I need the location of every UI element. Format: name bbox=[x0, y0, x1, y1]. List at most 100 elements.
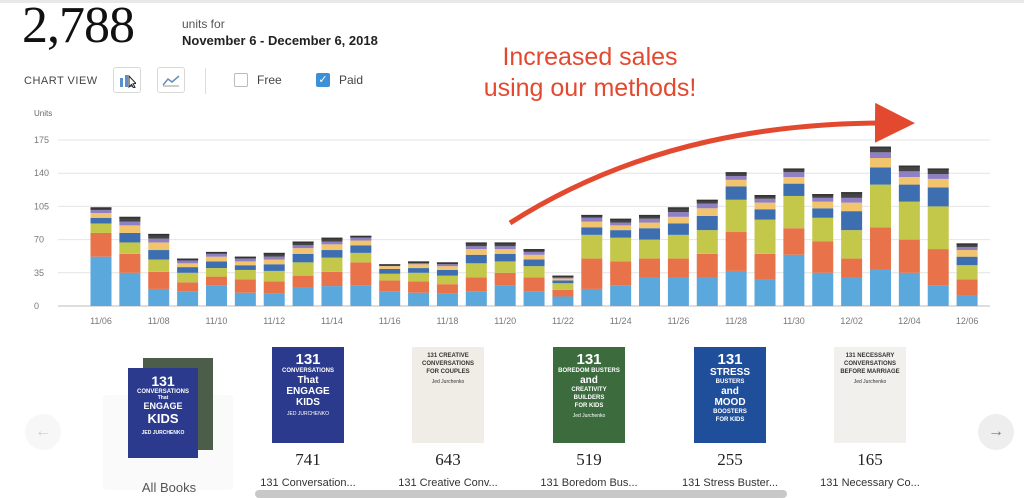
bar-segment[interactable] bbox=[523, 291, 545, 306]
bar-segment[interactable] bbox=[263, 256, 285, 260]
bar-segment[interactable] bbox=[783, 195, 805, 229]
bar-segment[interactable] bbox=[754, 202, 776, 210]
bar-segment[interactable] bbox=[696, 208, 718, 216]
bar-segment[interactable] bbox=[350, 285, 372, 306]
bar-segment[interactable] bbox=[263, 293, 285, 306]
bar-segment[interactable] bbox=[234, 265, 256, 270]
bar-segment[interactable] bbox=[119, 253, 141, 273]
bar-segment[interactable] bbox=[205, 261, 227, 269]
bar-segment[interactable] bbox=[408, 281, 430, 293]
carousel-prev-button[interactable]: ← bbox=[25, 414, 61, 450]
bar-segment[interactable] bbox=[927, 249, 949, 286]
bar-segment[interactable] bbox=[783, 176, 805, 184]
bar-segment[interactable] bbox=[841, 258, 863, 278]
bar-segment[interactable] bbox=[292, 248, 314, 254]
bar-segment[interactable] bbox=[667, 207, 689, 213]
bar-segment[interactable] bbox=[408, 263, 430, 265]
bar-segment[interactable] bbox=[436, 284, 458, 294]
book-cover[interactable]: 131 NECESSARY CONVERSATIONS BEFORE MARRIA… bbox=[834, 347, 906, 443]
bar-segment[interactable] bbox=[523, 277, 545, 292]
bar-segment[interactable] bbox=[408, 264, 430, 269]
bar-segment[interactable] bbox=[321, 237, 343, 242]
bar-segment[interactable] bbox=[177, 263, 199, 268]
bar-segment[interactable] bbox=[408, 272, 430, 282]
bar-segment[interactable] bbox=[350, 262, 372, 286]
bar-segment[interactable] bbox=[841, 202, 863, 212]
book-cover[interactable]: 131 CONVERSATIONS That ENGAGE KIDS JED JURCHE… bbox=[272, 347, 344, 443]
bar-segment[interactable] bbox=[90, 210, 112, 214]
bar-segment[interactable] bbox=[610, 285, 632, 306]
bar-segment[interactable] bbox=[696, 230, 718, 254]
bar-segment[interactable] bbox=[292, 275, 314, 288]
bar-segment[interactable] bbox=[465, 254, 487, 264]
bar-segment[interactable] bbox=[465, 277, 487, 292]
bar-segment[interactable] bbox=[841, 277, 863, 306]
bar-segment[interactable] bbox=[379, 266, 401, 270]
bar-segment[interactable] bbox=[927, 174, 949, 179]
carousel-next-button[interactable]: → bbox=[978, 414, 1014, 450]
bar-segment[interactable] bbox=[610, 218, 632, 223]
bar-segment[interactable] bbox=[494, 272, 516, 286]
bar-segment[interactable] bbox=[610, 225, 632, 231]
bar-segment[interactable] bbox=[610, 237, 632, 262]
book-cover[interactable]: 131 STRESS BUSTERS and MOOD BOOSTERS FOR KIDS bbox=[694, 347, 766, 443]
bar-segment[interactable] bbox=[610, 230, 632, 238]
bar-segment[interactable] bbox=[234, 258, 256, 262]
bar-segment[interactable] bbox=[552, 280, 574, 284]
bar-segment[interactable] bbox=[292, 262, 314, 276]
book-cover[interactable]: 131 BOREDOM BUSTERS and CREATIVITY BUILDERS F… bbox=[553, 347, 625, 443]
bar-segment[interactable] bbox=[90, 223, 112, 233]
bar-segment[interactable] bbox=[234, 269, 256, 280]
bar-segment[interactable] bbox=[205, 256, 227, 262]
bar-segment[interactable] bbox=[465, 263, 487, 278]
bar-segment[interactable] bbox=[119, 221, 141, 226]
bar-segment[interactable] bbox=[552, 289, 574, 297]
bar-segment[interactable] bbox=[263, 264, 285, 271]
bar-segment[interactable] bbox=[263, 259, 285, 265]
bar-segment[interactable] bbox=[927, 187, 949, 207]
bar-segment[interactable] bbox=[956, 279, 978, 296]
bar-segment[interactable] bbox=[148, 233, 170, 239]
bar-segment[interactable] bbox=[552, 277, 574, 279]
bar-segment[interactable] bbox=[639, 228, 661, 240]
book-title[interactable]: 131 Conversation... bbox=[260, 477, 356, 489]
bar-segment[interactable] bbox=[90, 217, 112, 224]
free-checkbox[interactable] bbox=[234, 73, 248, 87]
bar-segment[interactable] bbox=[436, 293, 458, 306]
bar-segment[interactable] bbox=[408, 292, 430, 306]
bar-segment[interactable] bbox=[956, 265, 978, 280]
bar-segment[interactable] bbox=[234, 292, 256, 306]
bar-segment[interactable] bbox=[639, 258, 661, 278]
bar-segment[interactable] bbox=[552, 296, 574, 306]
bar-segment[interactable] bbox=[696, 199, 718, 204]
bar-segment[interactable] bbox=[379, 291, 401, 306]
bar-segment[interactable] bbox=[869, 184, 891, 228]
bar-segment[interactable] bbox=[321, 286, 343, 306]
bar-segment[interactable] bbox=[841, 192, 863, 198]
bar-segment[interactable] bbox=[898, 272, 920, 306]
bar-segment[interactable] bbox=[639, 277, 661, 306]
bar-segment[interactable] bbox=[119, 232, 141, 243]
bar-segment[interactable] bbox=[956, 295, 978, 306]
bar-segment[interactable] bbox=[841, 230, 863, 259]
bar-segment[interactable] bbox=[552, 283, 574, 290]
bar-segment[interactable] bbox=[754, 209, 776, 220]
bar-segment[interactable] bbox=[812, 208, 834, 218]
bar-segment[interactable] bbox=[177, 267, 199, 273]
bar-segment[interactable] bbox=[898, 239, 920, 273]
bar-segment[interactable] bbox=[927, 206, 949, 250]
bar-segment[interactable] bbox=[754, 195, 776, 199]
bar-segment[interactable] bbox=[148, 242, 170, 251]
bar-segment[interactable] bbox=[754, 219, 776, 254]
bar-segment[interactable] bbox=[292, 245, 314, 249]
bar-segment[interactable] bbox=[321, 271, 343, 287]
bar-segment[interactable] bbox=[177, 282, 199, 292]
bar-segment[interactable] bbox=[754, 253, 776, 280]
bar-segment[interactable] bbox=[725, 176, 747, 180]
bar-segment[interactable] bbox=[263, 281, 285, 294]
book-title[interactable]: 131 Necessary Co... bbox=[820, 477, 920, 489]
bar-segment[interactable] bbox=[119, 216, 141, 222]
bar-segment[interactable] bbox=[639, 214, 661, 219]
bar-segment[interactable] bbox=[465, 246, 487, 250]
book-title[interactable]: 131 Stress Buster... bbox=[682, 477, 778, 489]
